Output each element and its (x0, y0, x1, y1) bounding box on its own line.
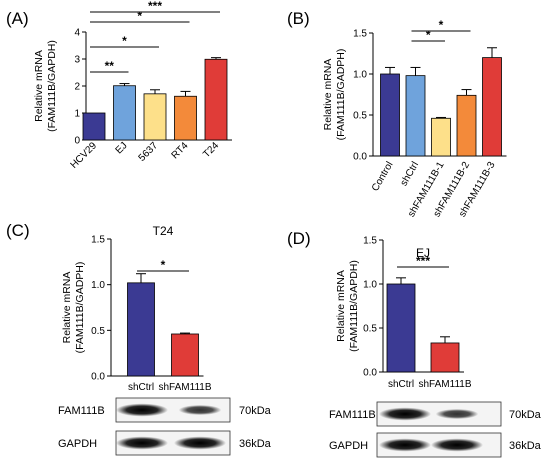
y-tick-label: 0.0 (353, 152, 367, 163)
significance-label: * (161, 258, 166, 272)
blot-protein-label: FAM111B (58, 405, 105, 417)
significance-label: ** (105, 59, 115, 73)
western-blot-c: FAM111B 70kDa GAPDH 36kDa (58, 397, 272, 456)
bar-HCV29 (82, 112, 106, 141)
y-tick-label: 1.0 (91, 280, 105, 291)
bar-shFAM111B-2 (456, 94, 477, 157)
y-axis-label: (FAM111B/GAPDH) (348, 260, 360, 352)
y-tick-label: 0.0 (363, 368, 377, 379)
bar-shFAM111B-3 (482, 57, 502, 157)
significance-label: *** (148, 0, 162, 13)
x-tick-label: HCV29 (69, 140, 100, 171)
chart-d: 0.0 0.5 1.0 1.5 Relative mRNA (FAM111B/GAPDH)… (335, 236, 472, 391)
x-tick-label: Control (370, 160, 396, 193)
bar-shFAM111B (171, 333, 199, 377)
western-blot-d: FAM111B 70kDa GAPDH 36kDa (329, 401, 542, 458)
blot-band (178, 404, 222, 416)
blot-band (116, 403, 168, 417)
blot-size-label: 36kDa (239, 438, 272, 450)
bar-shFAM111B-1 (431, 117, 451, 157)
chart-b: 0.0 0.5 1.0 1.5 Relative mRNA (FAM111B/GADPH)… (322, 18, 507, 219)
panel-letter-a: (A) (6, 9, 29, 28)
significance-label: * (439, 18, 444, 32)
y-tick-label: 0.5 (353, 111, 367, 122)
x-tick-label: RT4 (170, 140, 191, 161)
blot-band (379, 438, 431, 452)
y-axis-label: Relative mRNA (335, 270, 347, 342)
y-tick-label: 0 (74, 136, 80, 147)
panel-letter-d: (D) (287, 229, 311, 248)
blot-protein-label: GAPDH (329, 440, 368, 452)
blot-size-label: 70kDa (239, 405, 272, 417)
bar-T24 (204, 58, 228, 141)
x-tick-label: shFAM111B (419, 379, 472, 390)
y-tick-label: 3 (74, 55, 80, 66)
y-tick-label: 1.0 (363, 280, 377, 291)
panel-letter-b: (B) (287, 9, 310, 28)
x-tick-label: EJ (114, 140, 130, 156)
y-axis-label: (FAM111B/GAPDH) (46, 40, 58, 132)
y-tick-label: 1 (74, 109, 80, 120)
significance-label: * (426, 28, 431, 42)
x-tick-label: shFAM111B (159, 382, 212, 393)
bar-shFAM111B (430, 342, 460, 373)
x-tick-label: T24 (201, 140, 221, 160)
x-tick-label: shCtrl (128, 382, 154, 393)
significance-label: * (122, 34, 127, 48)
y-axis-label: Relative mRNA (61, 272, 73, 344)
bar-RT4 (174, 95, 197, 141)
x-tick-label: 5637 (137, 140, 161, 164)
y-tick-label: 1.5 (91, 235, 105, 246)
blot-band (174, 436, 226, 450)
bar-EJ (113, 85, 136, 141)
y-tick-label: 2 (74, 82, 80, 93)
y-tick-label: 1.5 (353, 29, 367, 40)
chart-title: T24 (153, 224, 174, 238)
blot-size-label: 36kDa (509, 440, 542, 452)
y-axis-label: Relative mRNA (322, 59, 334, 131)
chart-title: EJ (416, 246, 430, 260)
y-tick-label: 0.0 (91, 372, 105, 383)
y-tick-label: 4 (74, 28, 80, 39)
y-axis-label: (FAM111B/GADPH) (335, 49, 347, 141)
blot-band (431, 438, 483, 452)
y-axis-label: (FAM111B/GADPH) (74, 262, 86, 354)
blot-band (435, 408, 479, 420)
chart-c: 0.0 0.5 1.0 1.5 Relative mRNA (FAM111B/GADPH)… (61, 224, 212, 393)
blot-band (116, 436, 168, 450)
blot-size-label: 70kDa (509, 409, 542, 421)
blot-band (379, 407, 431, 421)
y-tick-label: 1.5 (363, 236, 377, 247)
y-tick-label: 0.5 (91, 326, 105, 337)
bar-shCtrl (386, 283, 416, 373)
panel-letter-c: (C) (6, 221, 30, 240)
bar-Control (380, 73, 400, 157)
bar-shCtrl (405, 75, 426, 157)
y-tick-label: 1.0 (353, 70, 367, 81)
x-tick-label: shCtrl (388, 379, 414, 390)
y-tick-label: 0.5 (363, 324, 377, 335)
bar-shCtrl (127, 282, 155, 377)
bar-5637 (143, 93, 167, 141)
x-tick-label: shCtrl (399, 160, 422, 188)
blot-protein-label: FAM111B (329, 409, 376, 421)
blot-protein-label: GAPDH (58, 438, 97, 450)
significance-label: *** (416, 254, 430, 268)
y-axis-label: Relative mRNA (33, 50, 45, 122)
chart-a: 0 1 2 3 4 Relative mRNA (FAM111B/GAPDH) HCV29 EJ… (33, 0, 232, 171)
significance-label: * (137, 9, 142, 23)
